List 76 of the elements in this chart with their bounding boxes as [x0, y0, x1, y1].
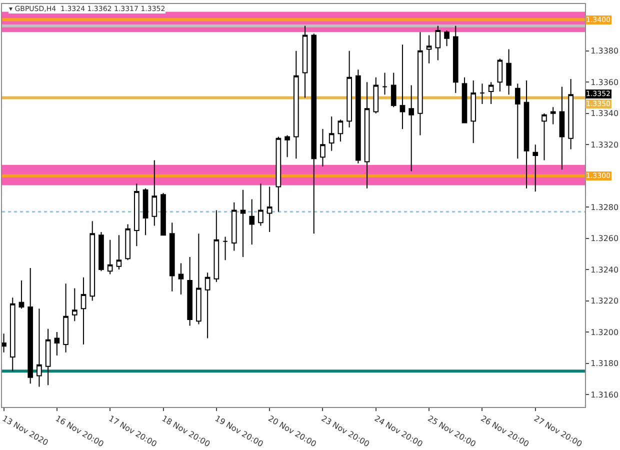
candlestick: [356, 69, 361, 164]
candlestick: [320, 128, 326, 167]
candlestick: [400, 44, 406, 130]
candlestick: [18, 280, 24, 310]
candlestick: [63, 283, 68, 353]
y-tick-label: 1.3380: [590, 46, 619, 56]
candlestick: [444, 30, 450, 47]
candlestick: [98, 232, 104, 272]
candlestick: [187, 256, 193, 326]
candlestick: [36, 308, 42, 388]
candlestick: [2, 333, 6, 353]
y-tick-label: 1.3200: [590, 328, 619, 337]
candlestick: [116, 234, 122, 270]
candlestick: [497, 58, 503, 92]
candlestick: [54, 332, 60, 356]
candlestick: [488, 82, 494, 104]
candlestick: [231, 202, 237, 252]
candlestick: [542, 112, 547, 161]
y-tick-label: 1.3260: [590, 234, 619, 244]
y-tick-label: 1.3340: [590, 109, 619, 118]
candlestick: [418, 32, 423, 136]
candlestick: [311, 33, 317, 234]
candlestick: [559, 86, 565, 170]
candlestick: [373, 76, 379, 114]
candlestick: [293, 50, 299, 160]
candlestick: [408, 84, 414, 172]
candlestick: [142, 188, 148, 236]
candlestick: [160, 192, 166, 236]
candlestick: [480, 83, 485, 104]
candlestick: [134, 183, 140, 247]
candlestick: [152, 160, 158, 226]
candlestick: [240, 189, 246, 258]
y-tick-label: 1.3360: [590, 78, 619, 87]
candlestick: [90, 220, 96, 302]
candlestick: [568, 78, 574, 150]
candlestick: [328, 116, 334, 152]
candlestick: [276, 136, 282, 212]
candlestick: [470, 80, 476, 144]
y-tick-label: 1.3280: [590, 202, 619, 212]
candlestick: [514, 83, 520, 160]
candlestick: [532, 144, 538, 192]
candlestick: [452, 25, 458, 94]
candlestick: [10, 297, 16, 372]
candlestick: [178, 262, 184, 296]
candlestick: [284, 134, 290, 158]
candlestick: [506, 48, 512, 96]
y-tick-label: 1.3180: [590, 359, 619, 368]
candlestick: [45, 328, 51, 386]
candlestick: [266, 186, 272, 233]
candlestick: [426, 34, 432, 64]
candlestick: [435, 25, 441, 61]
candlestick: [338, 119, 344, 142]
candlestick: [390, 72, 396, 108]
y-tick-label: 1.3320: [590, 140, 619, 150]
candlestick: [222, 236, 228, 261]
candlestick: [346, 50, 352, 128]
candlestick: [524, 80, 530, 189]
candlestick: [302, 25, 308, 98]
candlestick: [550, 106, 556, 125]
candlestick: [214, 210, 220, 283]
candlestick: [125, 224, 130, 261]
candlestick: [169, 222, 175, 292]
candlestick: [28, 267, 34, 384]
candlestick: [196, 233, 202, 325]
candlestick: [258, 183, 264, 226]
y-tick-label: 1.3160: [590, 390, 619, 400]
candlestick: [462, 76, 468, 124]
candlestick: [80, 276, 86, 346]
candlestick: [72, 288, 78, 322]
candlestick: [249, 198, 255, 246]
candlestick: [204, 272, 210, 339]
candlestick: [364, 82, 370, 189]
candlestick: [382, 72, 388, 96]
y-tick-label: 1.3220: [590, 296, 619, 306]
y-tick-label: 1.3240: [590, 265, 619, 274]
candlestick: [107, 239, 113, 275]
